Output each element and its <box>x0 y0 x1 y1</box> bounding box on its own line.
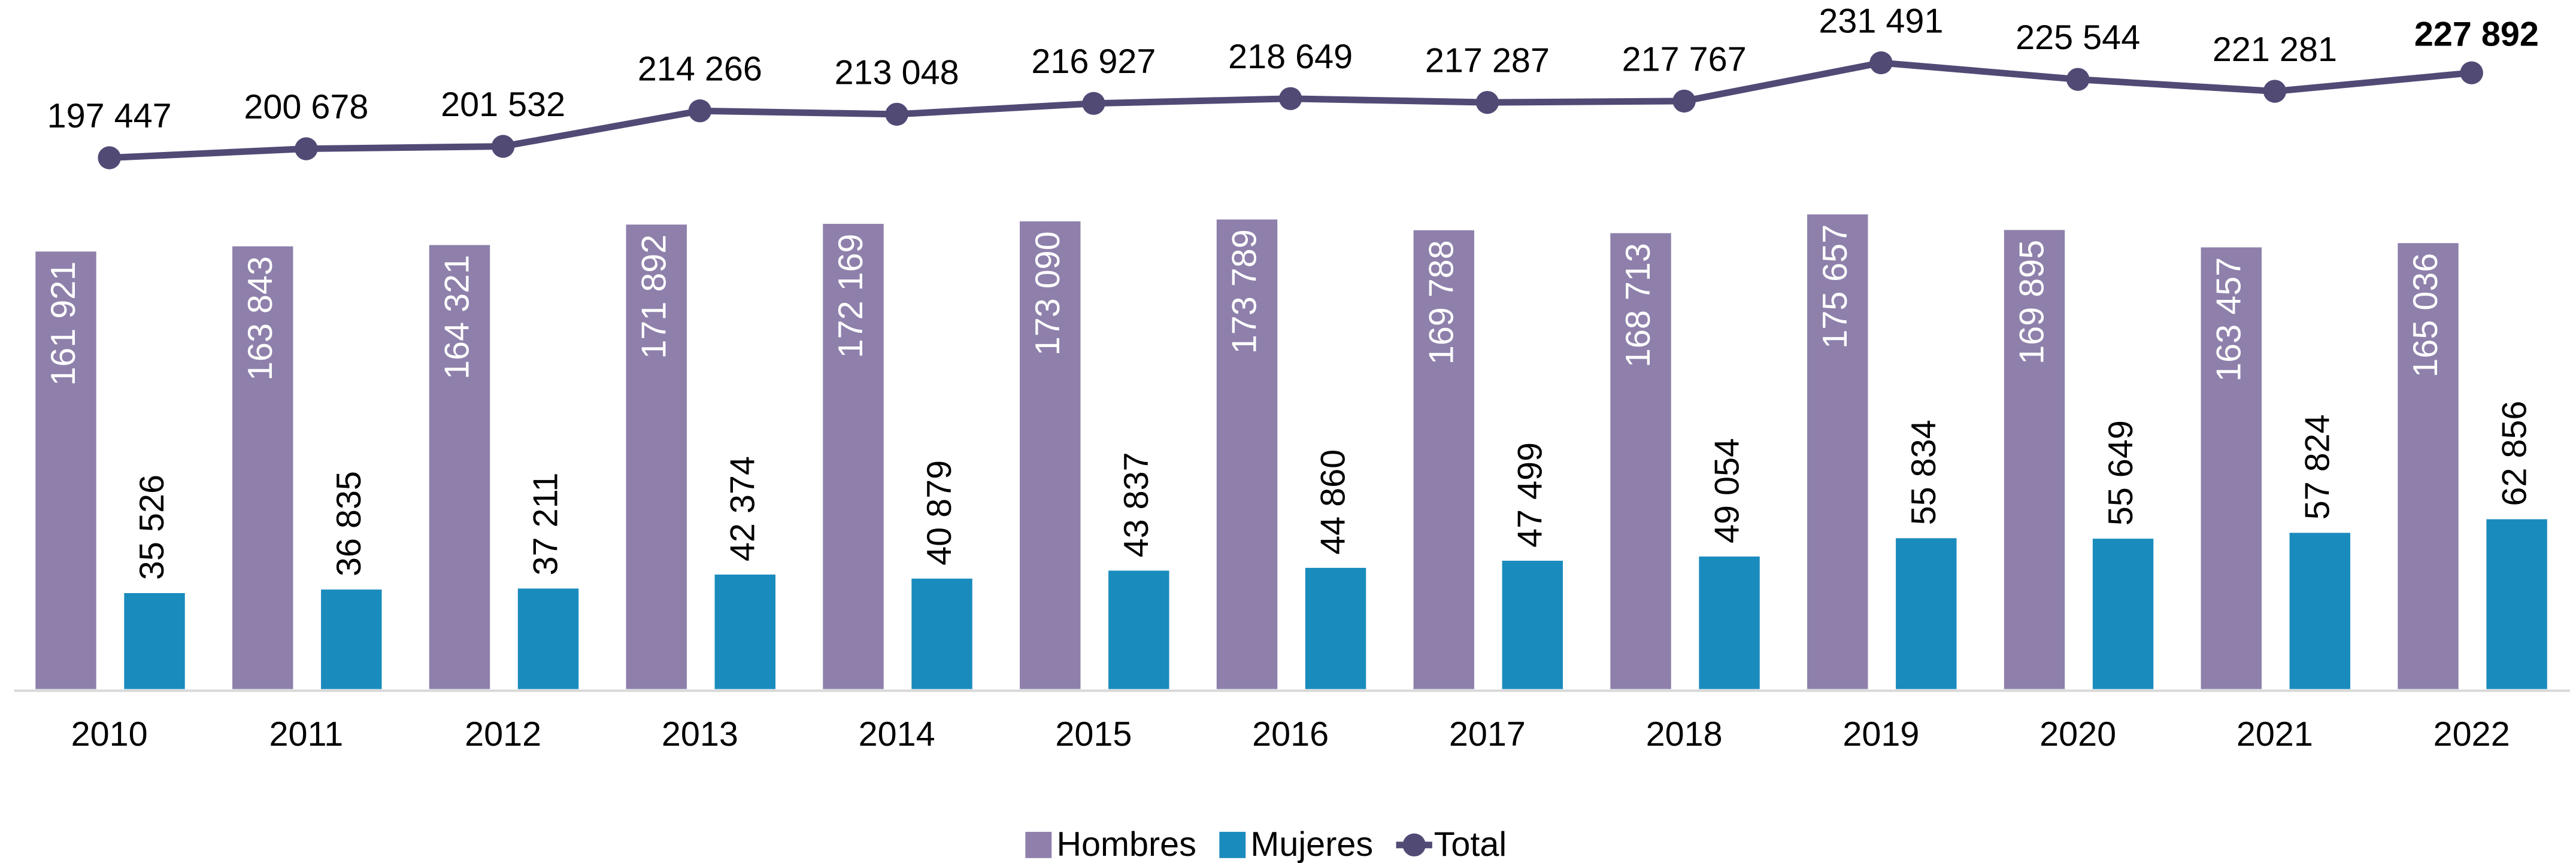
line-point <box>2066 68 2090 91</box>
bar <box>911 578 972 689</box>
bar-value-label: 175 657 <box>1816 224 1854 349</box>
bar <box>1502 560 1563 689</box>
line-value-label: 214 266 <box>638 50 762 89</box>
bar <box>124 592 185 689</box>
bar <box>1305 567 1366 689</box>
bar <box>1807 214 1868 689</box>
line-point <box>295 137 318 160</box>
line-value-label: 200 678 <box>244 88 368 126</box>
bar-value-label: 36 835 <box>330 471 368 576</box>
bar <box>1896 538 1957 689</box>
line-value-label: 217 767 <box>1622 40 1747 78</box>
bar-value-label: 49 054 <box>1708 438 1746 543</box>
x-tick-label: 2011 <box>269 715 343 753</box>
bar <box>1216 219 1278 689</box>
bar <box>1108 570 1169 689</box>
x-tick-label: 2022 <box>2433 715 2510 753</box>
bar-value-label: 164 321 <box>438 255 477 379</box>
bar-value-label: 169 788 <box>1422 240 1460 364</box>
line-point <box>2460 61 2483 84</box>
bar-value-label: 42 374 <box>723 456 762 561</box>
bar <box>1413 230 1474 689</box>
line-value-label: 201 532 <box>441 86 565 124</box>
bar-value-label: 163 843 <box>241 256 280 381</box>
bar-value-label: 55 649 <box>2102 420 2140 525</box>
bar <box>2092 539 2154 689</box>
x-tick-label: 2020 <box>2039 715 2116 753</box>
bar-value-label: 62 856 <box>2495 401 2533 506</box>
x-tick-label: 2010 <box>71 715 148 753</box>
legend-label: Mujeres <box>1250 825 1373 863</box>
bar-value-label: 47 499 <box>1511 442 1550 548</box>
bar-value-label: 163 457 <box>2210 257 2248 382</box>
legend-label: Total <box>1434 825 1507 863</box>
x-tick-label: 2013 <box>662 715 738 753</box>
line-value-label: 217 287 <box>1425 42 1550 80</box>
bar <box>1020 221 1081 689</box>
line-point <box>885 102 908 126</box>
bar <box>1610 233 1671 689</box>
line-value-label: 216 927 <box>1031 42 1156 81</box>
line-point <box>1278 87 1302 110</box>
line-point <box>1475 90 1499 114</box>
bar-value-label: 165 036 <box>2407 253 2445 378</box>
line-value-label: 197 447 <box>47 97 172 135</box>
bar-value-label: 171 892 <box>635 235 673 359</box>
x-tick-label: 2015 <box>1055 715 1132 753</box>
x-tick-label: 2016 <box>1252 715 1329 753</box>
bar-value-label: 172 169 <box>832 233 870 358</box>
line-point <box>1672 89 1696 113</box>
line-value-label: 213 048 <box>835 53 959 92</box>
bar <box>2398 243 2459 689</box>
bar-value-label: 37 211 <box>527 473 565 576</box>
bar-value-label: 169 895 <box>2013 240 2051 364</box>
bar-value-label: 55 834 <box>1905 420 1943 525</box>
x-tick-label: 2019 <box>1842 715 1919 753</box>
bar <box>2004 230 2065 689</box>
bar-value-label: 57 824 <box>2299 414 2337 519</box>
line-point <box>98 146 121 169</box>
line-value-label: 227 892 <box>2414 16 2539 54</box>
x-tick-label: 2017 <box>1449 715 1526 753</box>
line-value-label: 221 281 <box>2213 31 2337 69</box>
bar-value-label: 40 879 <box>920 460 959 566</box>
legend-marker <box>1402 833 1426 857</box>
bar <box>823 224 884 689</box>
bar <box>626 224 687 689</box>
x-tick-label: 2018 <box>1646 715 1723 753</box>
bar <box>517 588 579 689</box>
bar-value-label: 161 921 <box>44 262 83 386</box>
bar <box>714 575 776 689</box>
bar-value-label: 168 713 <box>1619 243 1657 367</box>
line-point <box>688 99 712 123</box>
line-value-label: 231 491 <box>1819 2 1943 40</box>
x-tick-label: 2014 <box>859 715 935 753</box>
x-tick-label: 2021 <box>2236 715 2313 753</box>
bar <box>35 251 96 689</box>
line-value-label: 225 544 <box>2016 19 2140 57</box>
bar <box>2486 519 2547 689</box>
legend-swatch <box>1219 831 1246 858</box>
bar-value-label: 43 837 <box>1117 452 1156 557</box>
bar <box>2289 533 2351 689</box>
bar-value-label: 44 860 <box>1314 449 1353 555</box>
legend-label: Hombres <box>1056 825 1196 863</box>
bar <box>429 245 490 689</box>
line-point <box>1082 92 1105 116</box>
bar <box>321 589 382 689</box>
line-point <box>1869 51 1893 75</box>
bar-value-label: 173 789 <box>1226 229 1264 354</box>
bar <box>1699 556 1760 689</box>
bar-value-label: 173 090 <box>1029 231 1067 355</box>
x-tick-label: 2012 <box>465 715 541 753</box>
line-point <box>491 135 515 158</box>
bar <box>232 246 293 689</box>
line-value-label: 218 649 <box>1228 38 1353 76</box>
bar <box>2201 247 2262 689</box>
legend-swatch <box>1025 831 1052 858</box>
bar-value-label: 35 526 <box>133 475 171 580</box>
line-point <box>2263 80 2287 103</box>
